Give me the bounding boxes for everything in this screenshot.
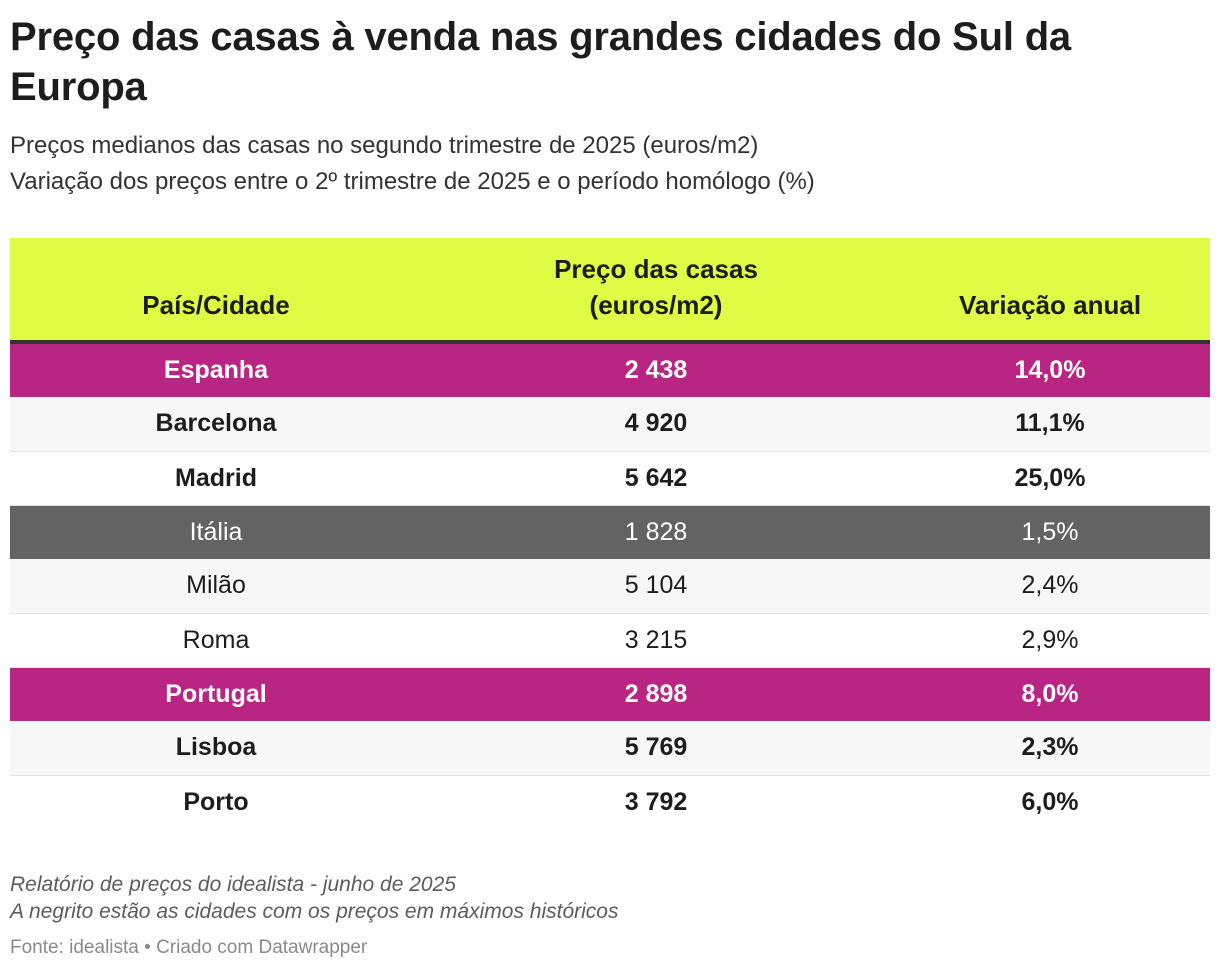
table-row-city: Lisboa 5 769 2,3%: [10, 721, 1210, 775]
column-header-change[interactable]: Variação anual: [890, 238, 1210, 344]
header-label-line: (euros/m2): [589, 290, 723, 320]
table-row-city: Madrid 5 642 25,0%: [10, 451, 1210, 505]
footnote-line-2: A negrito estão as cidades com os preços…: [10, 900, 619, 923]
cell-change: 14,0%: [1014, 356, 1086, 384]
cell-change: 1,5%: [1021, 517, 1079, 546]
cell-place: Barcelona: [155, 409, 277, 438]
table-row-country: Espanha 2 438 14,0%: [10, 342, 1210, 397]
chart-title: Preço das casas à venda nas grandes cida…: [10, 15, 1071, 109]
cell-place: Lisboa: [175, 733, 257, 762]
table-row-city: Milão 5 104 2,4%: [10, 559, 1210, 613]
table-row-country: Itália 1 828 1,5%: [10, 505, 1210, 559]
source-credit: Fonte: idealista • Criado com Datawrappe…: [10, 937, 368, 958]
table-body: Espanha 2 438 14,0% Barcelona 4 920 11,1% Madr…: [10, 342, 1210, 829]
cell-place: Porto: [183, 787, 249, 816]
cell-place: Itália: [189, 517, 243, 546]
subtitle-line-2: Variação dos preços entre o 2º trimestre…: [10, 168, 815, 195]
column-header-price[interactable]: Preço das casas (euros/m2): [422, 238, 890, 344]
header-label-line: País/Cidade: [142, 290, 290, 320]
cell-price: 3 792: [624, 787, 688, 816]
table-row-country: Portugal 2 898 8,0%: [10, 667, 1210, 721]
cell-price: 3 215: [624, 625, 688, 654]
table-row-city: Barcelona 4 920 11,1%: [10, 397, 1210, 451]
cell-place: Roma: [182, 625, 250, 654]
cell-change: 6,0%: [1021, 787, 1079, 816]
cell-place: Portugal: [165, 679, 267, 708]
table-header-row: País/Cidade Preço das casas (euros/m2) V…: [10, 238, 1210, 344]
cell-price: 4 920: [624, 409, 688, 438]
cell-place: Milão: [186, 571, 246, 600]
subtitle-line-1: Preços medianos das casas no segundo tri…: [10, 132, 759, 159]
cell-price: 5 769: [624, 733, 688, 762]
column-header-place[interactable]: País/Cidade: [10, 238, 422, 344]
cell-place: Espanha: [163, 356, 269, 384]
cell-price: 2 898: [624, 679, 688, 708]
header-label-line: Variação anual: [958, 290, 1142, 320]
cell-place: Madrid: [175, 463, 257, 492]
cell-change: 11,1%: [1015, 409, 1085, 438]
footnote-line-1: Relatório de preços do idealista - junho…: [10, 873, 456, 896]
price-table: País/Cidade Preço das casas (euros/m2) V…: [10, 238, 1210, 829]
header-label-line: Preço das casas: [554, 254, 758, 284]
cell-change: 2,9%: [1021, 625, 1079, 654]
cell-price: 5 642: [624, 463, 688, 492]
cell-price: 5 104: [624, 571, 688, 600]
cell-change: 8,0%: [1021, 679, 1079, 708]
table-row-city: Porto 3 792 6,0%: [10, 775, 1210, 829]
cell-change: 2,4%: [1021, 571, 1079, 600]
cell-change: 25,0%: [1014, 463, 1086, 492]
cell-price: 2 438: [624, 356, 688, 384]
table-row-city: Roma 3 215 2,9%: [10, 613, 1210, 667]
cell-change: 2,3%: [1021, 733, 1079, 762]
cell-price: 1 828: [624, 517, 688, 546]
